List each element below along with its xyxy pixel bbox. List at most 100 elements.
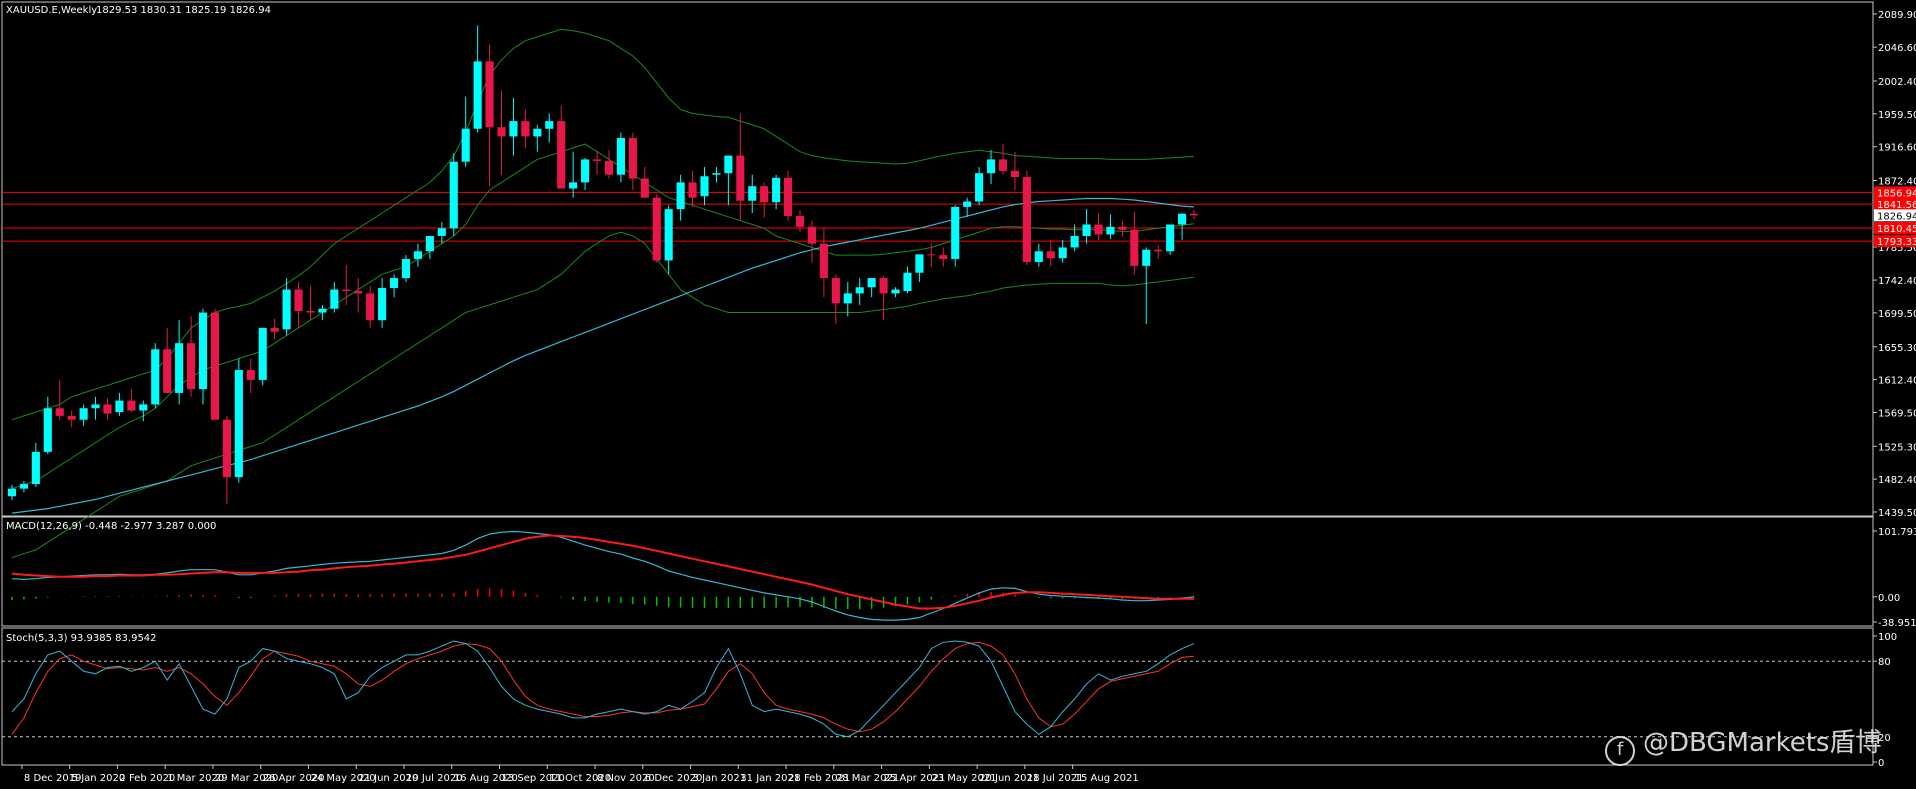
x-tick-label: 26 Apr 2020 bbox=[263, 773, 325, 784]
candle-body bbox=[1034, 251, 1043, 263]
candle-body bbox=[389, 278, 399, 289]
x-tick-label: 28 Mar 2021 bbox=[836, 773, 899, 784]
candle-body bbox=[807, 226, 817, 244]
level-price-tag bbox=[1874, 235, 1916, 248]
candle-body bbox=[569, 182, 578, 189]
stoch-main-line bbox=[11, 640, 1195, 738]
candle-body bbox=[915, 254, 924, 273]
candle-body bbox=[1010, 170, 1019, 178]
y-tick-label: 2002.40 bbox=[1878, 77, 1916, 88]
watermark-text: @DBGMarkets盾博 bbox=[1643, 728, 1882, 758]
y-tick-label: 2046.60 bbox=[1878, 43, 1916, 54]
stoch-y-tick-label: 100 bbox=[1878, 632, 1897, 643]
level-price-label: 1841.56 bbox=[1877, 200, 1916, 211]
candle-body bbox=[1022, 177, 1031, 263]
candle-body bbox=[1058, 247, 1067, 259]
stoch-signal-line bbox=[11, 641, 1195, 735]
x-tick-label: 25 Apr 2021 bbox=[884, 773, 946, 784]
candle-body bbox=[127, 400, 136, 411]
current-price-label: 1826.94 bbox=[1877, 211, 1916, 222]
x-tick-label: 5 Jan 2020 bbox=[72, 773, 126, 784]
candle-body bbox=[210, 312, 220, 420]
candle-body bbox=[891, 289, 900, 294]
candle-body bbox=[927, 254, 936, 256]
x-tick-label: 13 Sep 2020 bbox=[502, 773, 565, 784]
y-tick-label: 1916.60 bbox=[1878, 143, 1916, 154]
candle-body bbox=[270, 327, 279, 332]
candle-body bbox=[461, 128, 470, 162]
candle-body bbox=[581, 159, 590, 183]
x-tick-label: 23 May 2021 bbox=[931, 773, 996, 784]
candle-body bbox=[246, 369, 255, 380]
macd-pane[interactable] bbox=[1, 516, 1874, 627]
candle-body bbox=[795, 216, 805, 227]
candle-body bbox=[1070, 235, 1079, 248]
brand-logo-icon: f bbox=[1605, 736, 1635, 766]
x-tick-label: 31 Jan 2021 bbox=[740, 773, 800, 784]
candle-body bbox=[187, 343, 196, 390]
candle-body bbox=[449, 161, 458, 229]
symbol-label: XAUUSD.E,Weekly bbox=[6, 5, 97, 16]
candle-body bbox=[1130, 229, 1139, 266]
candle-body bbox=[855, 287, 864, 294]
candle-body bbox=[497, 127, 506, 137]
candle-body bbox=[557, 121, 566, 189]
candle-body bbox=[712, 173, 721, 175]
macd-y-tick-label: 0.00 bbox=[1878, 593, 1900, 604]
y-tick-label: 1482.40 bbox=[1878, 475, 1916, 486]
candle-body bbox=[640, 178, 649, 198]
candle-body bbox=[163, 349, 172, 393]
candle-body bbox=[1118, 226, 1127, 230]
candle-body bbox=[282, 289, 291, 330]
candle-body bbox=[736, 155, 745, 201]
x-tick-label: 21 Jun 2020 bbox=[358, 773, 418, 784]
candle-body bbox=[91, 404, 100, 409]
candle-body bbox=[258, 327, 267, 380]
candle-body bbox=[1189, 213, 1199, 216]
candle-body bbox=[533, 128, 542, 137]
candle-body bbox=[222, 419, 231, 478]
candle-body bbox=[903, 272, 912, 292]
candle-body bbox=[175, 343, 184, 393]
candle-body bbox=[592, 159, 602, 161]
x-tick-label: 24 May 2020 bbox=[310, 773, 375, 784]
candle-body bbox=[115, 400, 124, 413]
candle-body bbox=[413, 251, 422, 259]
candle-body bbox=[366, 293, 375, 321]
level-price-tag bbox=[1874, 186, 1916, 199]
x-tick-label: 1 Mar 2020 bbox=[167, 773, 224, 784]
x-tick-label: 8 Nov 2020 bbox=[597, 773, 655, 784]
candle-body bbox=[939, 255, 948, 259]
bollinger-lower-line bbox=[11, 231, 1195, 559]
moving-average-line bbox=[11, 197, 1195, 514]
watermark: f @DBGMarkets盾博 bbox=[1605, 722, 1881, 766]
stoch-y-tick-label: 0 bbox=[1878, 758, 1884, 769]
candle-body bbox=[867, 278, 876, 288]
stochastic-pane[interactable] bbox=[1, 627, 1874, 766]
candle-body bbox=[521, 121, 530, 137]
candle-body bbox=[784, 177, 793, 217]
y-tick-label: 1699.50 bbox=[1878, 309, 1916, 320]
y-tick-label: 1959.50 bbox=[1878, 110, 1916, 121]
candle-body bbox=[1046, 251, 1055, 259]
candle-body bbox=[664, 209, 673, 261]
candle-body bbox=[31, 451, 40, 485]
candle-body bbox=[748, 186, 757, 201]
candle-body bbox=[67, 415, 76, 420]
candle-body bbox=[294, 289, 303, 312]
candle-body bbox=[306, 311, 315, 313]
candle-body bbox=[425, 235, 434, 252]
candle-body bbox=[55, 408, 64, 416]
candle-body bbox=[79, 408, 88, 420]
stoch-y-tick-label: 20 bbox=[1878, 733, 1891, 744]
candle-body bbox=[1106, 226, 1115, 235]
price-pane[interactable] bbox=[1, 1, 1874, 559]
bollinger-middle-line bbox=[11, 143, 1195, 490]
y-tick-label: 1742.40 bbox=[1878, 276, 1916, 287]
candle-body bbox=[676, 182, 685, 210]
y-tick-label: 1655.30 bbox=[1878, 343, 1916, 354]
level-price-tag bbox=[1874, 198, 1916, 211]
candle-body bbox=[963, 201, 972, 207]
level-price-label: 1856.94 bbox=[1877, 188, 1916, 199]
